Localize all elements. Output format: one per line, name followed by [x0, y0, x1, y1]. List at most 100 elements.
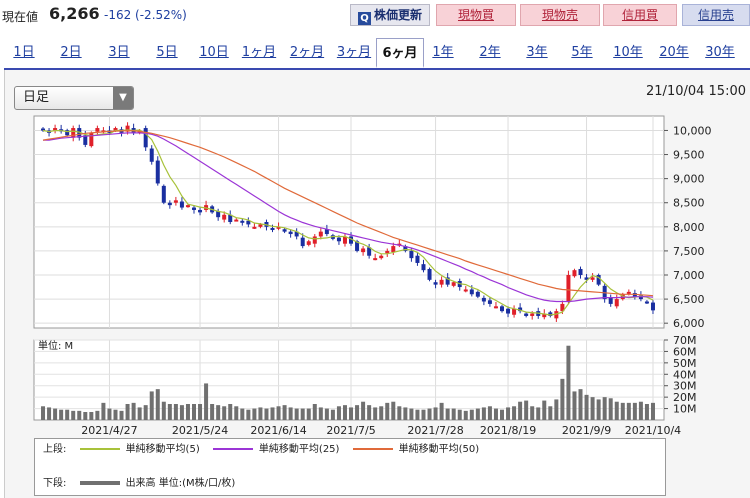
volume-bar [650, 402, 655, 420]
period-select[interactable]: 日足 ▼ [14, 86, 134, 110]
legend-ma50: 単純移動平均(50) [398, 444, 480, 455]
candle-body [53, 128, 58, 131]
volume-bar [270, 407, 275, 420]
volume-bar [500, 409, 504, 420]
candle-body [554, 311, 559, 319]
volume-bar [216, 405, 221, 420]
volume-bar [246, 409, 251, 420]
tab-3y[interactable]: 3年 [526, 45, 548, 60]
current-price: 6,266 [49, 4, 100, 23]
tab-2d[interactable]: 2日 [60, 45, 82, 60]
legend-ma5-line [79, 448, 120, 450]
volume-bar [487, 406, 492, 420]
legend-ma50-line [352, 448, 393, 450]
volume-bar [113, 409, 118, 420]
tab-5y[interactable]: 5年 [571, 45, 593, 60]
volume-bar [252, 408, 257, 420]
refresh-label: 株価更新 [373, 8, 422, 22]
tab-1d[interactable]: 1日 [13, 45, 35, 60]
volume-bar [560, 378, 565, 420]
volume-bar [512, 406, 517, 420]
volume-bar [578, 389, 583, 420]
candle-body [361, 248, 366, 253]
volume-bar [644, 404, 649, 420]
tab-2m[interactable]: 2ヶ月 [289, 45, 325, 60]
candle-body [216, 211, 221, 218]
volume-tick-label: 40M [673, 368, 697, 381]
x-tick-label: 2021/8/19 [480, 424, 536, 437]
price-tick-label: 9,500 [673, 149, 705, 162]
current-price-label: 現在値 [2, 10, 39, 24]
header-bar: 現在値 6,266 -162 (-2.52%) Q 株価更新 現物買 現物売 信用… [0, 0, 750, 32]
candle-body [650, 302, 655, 311]
volume-bar [608, 398, 613, 420]
candle-body [270, 228, 275, 231]
volume-bar [409, 408, 414, 420]
cash-buy-button[interactable]: 現物買 [436, 4, 516, 26]
candle-body [506, 308, 511, 314]
tab-10y[interactable]: 10年 [613, 45, 643, 60]
volume-bar [536, 407, 541, 420]
candle-body [518, 307, 523, 312]
volume-tick-label: 50M [673, 357, 697, 370]
cash-sell-button[interactable]: 現物売 [520, 4, 600, 26]
candle-body [548, 312, 553, 316]
ma50-line [42, 130, 654, 297]
candle-body [644, 301, 649, 304]
volume-bar [403, 407, 408, 420]
margin-sell-button[interactable]: 信用売 [682, 4, 750, 26]
volume-bar [318, 407, 323, 420]
volume-bar [421, 409, 426, 420]
legend-upper-row: 上段: 単純移動平均(5) 単純移動平均(25) 単純移動平均(50) [43, 443, 479, 457]
volume-bar [596, 399, 601, 420]
tab-1y[interactable]: 1年 [432, 45, 454, 60]
volume-bar [71, 410, 76, 420]
volume-bar [53, 408, 58, 420]
candle-body [198, 209, 203, 213]
volume-bar [493, 408, 498, 420]
candle-body [530, 313, 535, 316]
tab-20y[interactable]: 20年 [659, 45, 689, 60]
candle-body [481, 297, 486, 302]
candle-body [469, 289, 474, 295]
volume-bar [41, 406, 46, 420]
volume-bar [324, 408, 329, 420]
volume-bar [294, 408, 299, 420]
volume-bar [198, 404, 203, 420]
volume-bar [125, 404, 130, 420]
volume-tick-label: 20M [673, 391, 697, 404]
margin-buy-button[interactable]: 信用買 [603, 4, 677, 26]
volume-bar [101, 402, 106, 420]
volume-bar [342, 405, 347, 420]
volume-bar [276, 406, 281, 420]
tab-3m[interactable]: 3ヶ月 [336, 45, 372, 60]
volume-bar [47, 407, 52, 420]
tab-2y[interactable]: 2年 [479, 45, 501, 60]
volume-bar [391, 401, 396, 420]
volume-bar [83, 412, 88, 420]
candle-body [403, 246, 408, 251]
candle-body [421, 264, 426, 271]
tab-1m[interactable]: 1ヶ月 [241, 45, 277, 60]
volume-bar [427, 408, 432, 420]
period-tabs: 1日 2日 3日 5日 10日 1ヶ月 2ヶ月 3ヶ月 6ヶ月 1年 2年 3年… [4, 38, 750, 70]
tab-3d[interactable]: 3日 [108, 45, 130, 60]
volume-bar [524, 400, 529, 420]
candle-body [566, 275, 571, 302]
candle-body [258, 224, 263, 227]
candle-body [373, 258, 378, 261]
volume-bar [379, 406, 384, 420]
tab-10d[interactable]: 10日 [199, 45, 229, 60]
tab-30y[interactable]: 30年 [705, 45, 735, 60]
candle-body [355, 241, 360, 251]
tab-6m[interactable]: 6ヶ月 [376, 38, 424, 68]
candle-body [524, 313, 529, 316]
x-tick-label: 2021/7/28 [407, 424, 463, 437]
volume-bar [530, 406, 535, 420]
candle-body [167, 202, 172, 206]
volume-bar [584, 394, 589, 420]
candle-body [608, 297, 613, 304]
price-tick-label: 8,000 [673, 221, 705, 234]
refresh-price-button[interactable]: Q 株価更新 [350, 4, 430, 26]
tab-5d[interactable]: 5日 [156, 45, 178, 60]
